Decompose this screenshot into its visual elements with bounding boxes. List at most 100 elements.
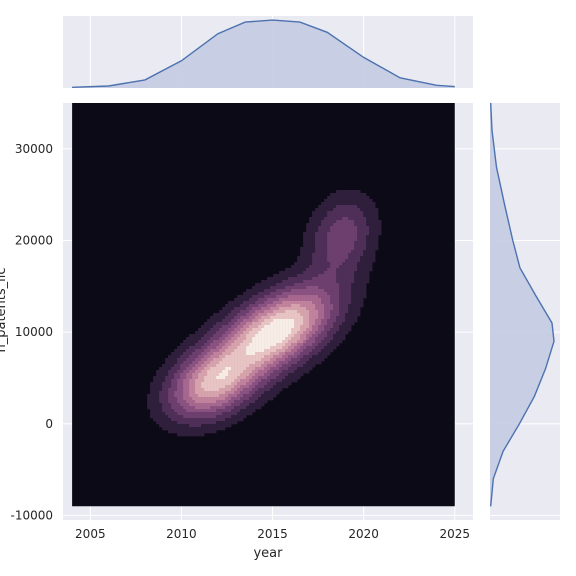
kde-cell — [327, 232, 331, 236]
kde-cell — [312, 211, 316, 215]
kde-cell — [312, 253, 316, 257]
kde-cell — [231, 385, 235, 389]
kde-cell — [288, 373, 292, 377]
kde-cell — [351, 220, 355, 224]
kde-cell — [288, 316, 292, 320]
kde-cell — [366, 196, 370, 200]
kde-cell — [165, 361, 169, 365]
kde-cell — [285, 349, 289, 353]
kde-cell — [216, 394, 220, 398]
kde-cell — [339, 226, 343, 230]
kde-cell — [366, 229, 370, 233]
kde-cell — [183, 421, 187, 425]
kde-cell — [252, 292, 256, 296]
kde-cell — [225, 373, 229, 377]
y-tick-label: 30000 — [15, 142, 53, 156]
kde-cell — [327, 307, 331, 311]
kde-cell — [195, 361, 199, 365]
kde-cell — [324, 280, 328, 284]
kde-cell — [306, 274, 310, 278]
kde-cell — [165, 379, 169, 383]
kde-cell — [228, 319, 232, 323]
kde-cell — [246, 349, 250, 353]
kde-cell — [372, 235, 376, 239]
kde-cell — [306, 364, 310, 368]
kde-cell — [288, 271, 292, 275]
kde-cell — [372, 217, 376, 221]
kde-cell — [321, 358, 325, 362]
kde-cell — [324, 319, 328, 323]
kde-cell — [348, 289, 352, 293]
kde-cell — [306, 331, 310, 335]
kde-cell — [291, 292, 295, 296]
kde-cell — [345, 271, 349, 275]
kde-cell — [309, 280, 313, 284]
kde-cell — [264, 313, 268, 317]
kde-cell — [201, 358, 205, 362]
kde-cell — [177, 367, 181, 371]
kde-cell — [336, 286, 340, 290]
kde-cell — [198, 373, 202, 377]
kde-cell — [252, 286, 256, 290]
kde-cell — [168, 400, 172, 404]
kde-cell — [234, 358, 238, 362]
kde-cell — [333, 205, 337, 209]
kde-cell — [273, 370, 277, 374]
kde-cell — [309, 349, 313, 353]
kde-cell — [330, 199, 334, 203]
kde-cell — [180, 382, 184, 386]
kde-cell — [315, 352, 319, 356]
kde-cell — [354, 202, 358, 206]
kde-cell — [309, 253, 313, 257]
kde-cell — [330, 217, 334, 221]
kde-cell — [318, 265, 322, 269]
kde-cell — [189, 373, 193, 377]
kde-cell — [225, 310, 229, 314]
kde-cell — [360, 220, 364, 224]
kde-cell — [336, 274, 340, 278]
kde-cell — [165, 427, 169, 431]
kde-cell — [258, 358, 262, 362]
kde-cell — [303, 280, 307, 284]
kde-cell — [306, 358, 310, 362]
kde-cell — [222, 325, 226, 329]
kde-cell — [219, 412, 223, 416]
kde-cell — [183, 397, 187, 401]
kde-cell — [330, 334, 334, 338]
kde-cell — [273, 307, 277, 311]
kde-cell — [240, 331, 244, 335]
kde-cell — [309, 298, 313, 302]
kde-cell — [291, 298, 295, 302]
kde-cell — [357, 280, 361, 284]
kde-cell — [153, 400, 157, 404]
kde-cell — [192, 370, 196, 374]
kde-cell — [225, 325, 229, 329]
kde-cell — [201, 331, 205, 335]
kde-cell — [279, 283, 283, 287]
kde-cell — [330, 280, 334, 284]
kde-cell — [333, 244, 337, 248]
kde-cell — [216, 397, 220, 401]
kde-cell — [201, 397, 205, 401]
kde-cell — [273, 289, 277, 293]
kde-cell — [348, 250, 352, 254]
kde-cell — [243, 376, 247, 380]
kde-cell — [312, 292, 316, 296]
kde-cell — [252, 307, 256, 311]
kde-cell — [357, 238, 361, 242]
kde-cell — [270, 343, 274, 347]
kde-cell — [258, 367, 262, 371]
kde-cell — [321, 280, 325, 284]
kde-cell — [168, 427, 172, 431]
kde-cell — [267, 379, 271, 383]
kde-cell — [192, 382, 196, 386]
kde-cell — [330, 304, 334, 308]
kde-cell — [312, 283, 316, 287]
kde-cell — [285, 316, 289, 320]
kde-cell — [330, 322, 334, 326]
kde-cell — [237, 346, 241, 350]
kde-cell — [333, 211, 337, 215]
kde-cell — [342, 241, 346, 245]
kde-cell — [279, 334, 283, 338]
kde-cell — [366, 253, 370, 257]
